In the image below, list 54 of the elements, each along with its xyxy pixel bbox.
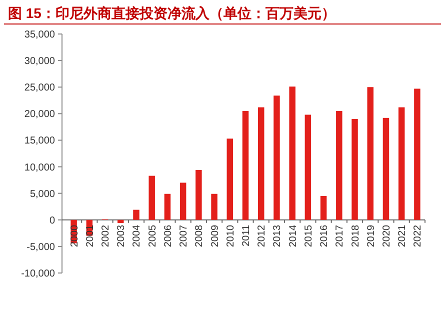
x-tick-label: 2007: [178, 224, 190, 248]
x-tick-label: 2011: [241, 224, 252, 246]
x-tick-label: 2022: [412, 224, 424, 248]
x-tick-label: 2005: [147, 224, 158, 248]
chart-title: 图 15：印尼外商直接投资净流入（单位：百万美元）: [8, 5, 336, 21]
y-tick-label: 35,000: [24, 30, 56, 40]
bar: [258, 107, 264, 220]
bar: [211, 194, 218, 220]
x-tick-label: 2004: [132, 224, 143, 248]
y-tick-label: 15,000: [24, 136, 56, 147]
y-tick-label: 20,000: [24, 109, 56, 120]
bar: [164, 194, 171, 220]
bar: [398, 107, 405, 220]
x-tick-label: 2010: [225, 224, 236, 248]
bar: [352, 118, 358, 220]
x-tick-label: 2006: [162, 224, 174, 248]
x-tick-label: 2018: [350, 224, 362, 248]
x-tick-label: 2016: [319, 224, 330, 248]
x-tick-label: 2017: [334, 224, 346, 248]
bar: [367, 87, 374, 220]
x-tick-label: 2000: [69, 224, 80, 248]
x-tick-label: 2015: [303, 224, 314, 248]
y-tick-label: -5,000: [26, 242, 56, 253]
bar: [304, 114, 312, 220]
y-tick-label: -10,000: [21, 268, 56, 280]
y-tick-label: 0: [49, 215, 56, 226]
x-tick-label: 2014: [288, 224, 299, 248]
x-tick-label: 2002: [100, 224, 112, 248]
x-tick-label: 2003: [116, 224, 128, 248]
bar: [274, 96, 280, 220]
x-tick-label: 2013: [272, 224, 284, 248]
bar: [320, 196, 327, 220]
x-tick-label: 2012: [256, 224, 268, 248]
bar: [180, 182, 186, 220]
bar: [242, 111, 249, 220]
bar: [133, 210, 140, 220]
bar: [226, 138, 234, 220]
x-tick-label: 2009: [210, 224, 221, 248]
bar: [289, 86, 296, 220]
y-tick-label: 30,000: [24, 56, 56, 68]
x-tick-label: 2021: [397, 224, 408, 248]
x-tick-label: 2019: [366, 224, 377, 248]
bar: [336, 111, 342, 220]
bar: [414, 88, 420, 220]
x-tick-label: 2001: [84, 224, 96, 248]
bar: [118, 220, 124, 224]
x-tick-label: 2008: [194, 224, 206, 248]
x-tick-label: 2020: [381, 224, 392, 248]
y-tick-label: 10,000: [24, 162, 56, 174]
bar: [382, 118, 390, 220]
y-tick-label: 5,000: [30, 188, 56, 200]
bar: [148, 176, 155, 220]
y-tick-label: 25,000: [24, 82, 56, 94]
bar: [196, 170, 202, 220]
